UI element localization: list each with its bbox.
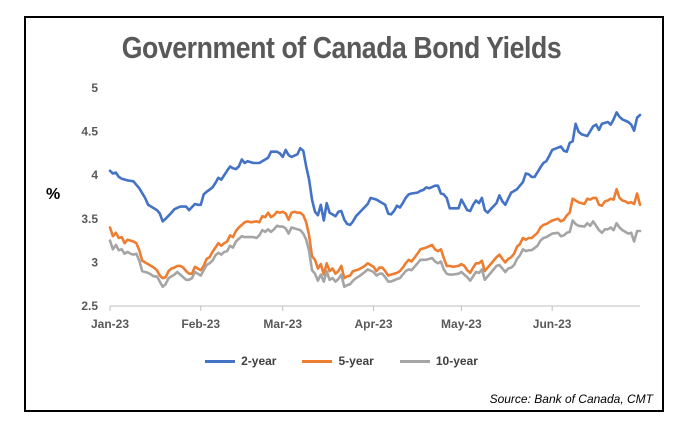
- x-tick-label: May-23: [441, 317, 482, 331]
- y-axis-label: %: [46, 186, 61, 203]
- legend-swatch-2-year: [205, 359, 236, 363]
- x-tick-label: Mar-23: [263, 317, 302, 331]
- chart-title: Government of Canada Bond Yields: [121, 30, 562, 65]
- legend-swatch-10-year: [399, 359, 430, 363]
- legend: 2-year 5-year 10-year: [0, 354, 683, 368]
- series-line-2-year: [108, 111, 642, 227]
- y-tick-label: 5: [91, 81, 98, 95]
- legend-label-10-year: 10-year: [435, 354, 478, 368]
- legend-item-2-year: 2-year: [205, 354, 276, 368]
- x-tick-label: Jan-23: [91, 317, 129, 331]
- chart-frame: [24, 16, 664, 412]
- legend-label-5-year: 5-year: [338, 354, 374, 368]
- y-tick-label: 4.5: [81, 125, 98, 139]
- x-tick-label: Apr-23: [355, 317, 393, 331]
- series-line-5-year: [108, 187, 642, 280]
- y-tick-label: 2.5: [81, 299, 98, 313]
- legend-item-5-year: 5-year: [302, 354, 374, 368]
- y-tick-label: 3: [91, 255, 98, 269]
- x-tick-label: Jun-23: [533, 317, 572, 331]
- source-note: Source: Bank of Canada, CMT: [489, 392, 653, 406]
- y-tick-label: 3.5: [81, 212, 98, 226]
- y-tick-label: 4: [91, 168, 98, 182]
- x-tick-label: Feb-23: [181, 317, 220, 331]
- series-line-10-year: [108, 219, 642, 289]
- legend-swatch-5-year: [302, 359, 333, 363]
- legend-label-2-year: 2-year: [241, 354, 277, 368]
- legend-item-10-year: 10-year: [399, 354, 478, 368]
